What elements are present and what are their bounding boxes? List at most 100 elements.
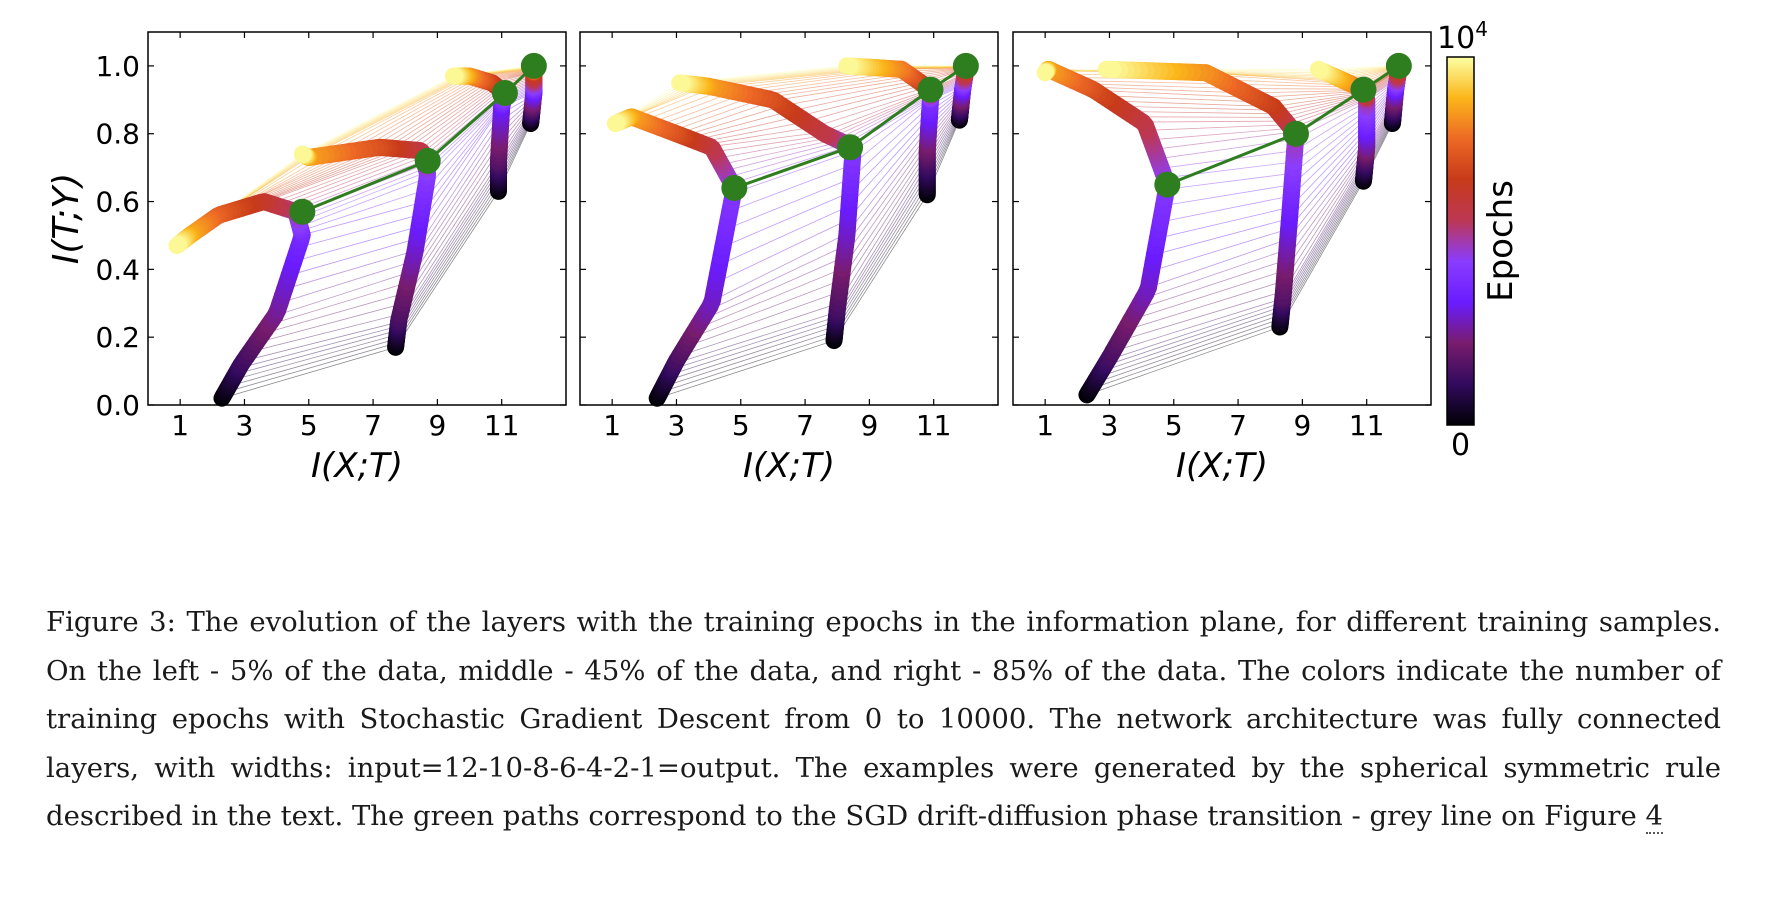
epoch-connector-line — [287, 80, 534, 210]
phase-transition-point — [414, 147, 441, 174]
y-tick-label: 0.4 — [95, 253, 140, 286]
epoch-connector-line — [1130, 100, 1395, 321]
epoch-connector-line — [630, 66, 966, 118]
epoch-connector-line — [1118, 105, 1395, 342]
x-tick-label: 11 — [1349, 409, 1385, 442]
colorbar-gradient — [1446, 56, 1475, 426]
epoch-connector-line — [627, 66, 966, 119]
x-tick-label: 1 — [603, 409, 621, 442]
epoch-connector-line — [178, 65, 534, 245]
x-axis-label: I(X;T) — [311, 446, 403, 486]
y-tick-label: 0.6 — [95, 186, 140, 219]
epoch-connector-line — [1093, 118, 1394, 384]
x-tick-label: 11 — [484, 409, 520, 442]
epoch-connector-line — [191, 68, 534, 235]
epoch-connector-line — [625, 66, 966, 120]
phase-transition-point — [289, 198, 316, 225]
epoch-connector-line — [1045, 65, 1399, 73]
epoch-connector-line — [657, 120, 960, 399]
epoch-connector-line — [201, 69, 534, 228]
x-tick-label: 9 — [1293, 409, 1311, 442]
x-tick-label: 3 — [1101, 409, 1119, 442]
x-tick-label: 9 — [428, 409, 446, 442]
epoch-connector-line — [225, 121, 532, 393]
epoch-connector-line — [677, 68, 966, 135]
epoch-connector-line — [620, 65, 966, 122]
epoch-connector-line — [1166, 83, 1397, 190]
epoch-connector-line — [1154, 78, 1398, 150]
epoch-connector-line — [721, 78, 965, 165]
epoch-connector-line — [1102, 68, 1400, 103]
phase-transition-point — [1350, 76, 1377, 103]
epoch-connector-line — [281, 79, 534, 208]
y-tick-label: 0.2 — [95, 321, 140, 354]
epoch-connector-line — [649, 67, 966, 124]
epoch-connector-line — [298, 91, 534, 248]
epoch-connector-line — [289, 94, 534, 276]
layer-trajectory-1 — [606, 108, 743, 407]
phase-transition-path — [1166, 64, 1400, 186]
plot-frame — [1012, 31, 1432, 406]
epoch-connector-line — [1124, 103, 1395, 331]
epoch-connector-line — [221, 123, 531, 399]
epoch-connector-line — [731, 82, 964, 184]
plot-frame — [579, 31, 999, 406]
x-tick-label: 7 — [796, 409, 814, 442]
colorbar-min-label: 0 — [1451, 428, 1470, 463]
phase-transition-point — [1154, 171, 1181, 198]
epoch-connector-line — [176, 65, 534, 246]
epoch-connector-line — [701, 97, 963, 321]
y-tick-label: 0.8 — [95, 118, 140, 151]
colorbar-label: Epochs — [1481, 180, 1521, 302]
x-axis-label: I(X;T) — [1176, 446, 1268, 486]
epoch-connector-line — [726, 86, 964, 230]
epoch-connector-line — [1147, 75, 1398, 131]
plot-frame — [147, 31, 567, 406]
layer-trajectory-1 — [168, 193, 311, 407]
epoch-connector-line — [268, 102, 534, 326]
epoch-connector-line — [1104, 112, 1394, 367]
layer-trajectory-2 — [1097, 60, 1305, 336]
epoch-connector-line — [719, 89, 963, 266]
epoch-connector-line — [1163, 85, 1397, 207]
x-tick-label: 1 — [171, 409, 189, 442]
epoch-connector-line — [642, 67, 966, 122]
epoch-connector-line — [1157, 79, 1398, 160]
epoch-connector-line — [185, 67, 534, 239]
epoch-connector-line — [299, 87, 534, 227]
trajectory-segment — [168, 236, 187, 255]
epoch-connector-line — [688, 68, 966, 139]
figure-reference-link[interactable]: 4 — [1645, 800, 1664, 834]
epoch-connector-line — [1046, 65, 1399, 74]
epoch-connector-line — [660, 117, 960, 393]
phase-transition-point — [520, 52, 547, 79]
epoch-connector-line — [183, 66, 534, 241]
epoch-connector-line — [1100, 114, 1394, 372]
epoch-connectors — [1045, 65, 1400, 396]
caption-text: The evolution of the layers with the tra… — [46, 606, 1721, 832]
epoch-connector-line — [1164, 82, 1397, 179]
epoch-connector-line — [670, 68, 966, 132]
epoch-connector-line — [256, 73, 534, 205]
epoch-connector-line — [656, 67, 966, 127]
epoch-connector-line — [1126, 71, 1399, 115]
phase-transition-point — [491, 80, 518, 107]
phase-transition-path — [301, 64, 535, 214]
epoch-connector-line — [682, 68, 966, 137]
epoch-connector-line — [693, 70, 966, 141]
epoch-connector-line — [1142, 74, 1399, 123]
epoch-connector-line — [1046, 66, 1399, 76]
epoch-connector-line — [235, 115, 532, 375]
epoch-connector-line — [188, 67, 534, 237]
x-tick-label: 9 — [860, 409, 878, 442]
epoch-connector-line — [256, 107, 533, 344]
panel-2: 1 3 5 7 9 11 I(X;T) — [579, 31, 999, 486]
trajectory-segment — [1309, 60, 1329, 79]
epoch-connector-line — [302, 89, 534, 236]
epoch-connector-line — [1154, 89, 1396, 256]
epoch-connector-line — [224, 70, 534, 214]
epoch-connector-line — [1160, 86, 1397, 223]
epoch-connector-line — [710, 74, 966, 148]
x-tick-label: 5 — [300, 409, 318, 442]
epoch-connector-line — [240, 71, 534, 209]
